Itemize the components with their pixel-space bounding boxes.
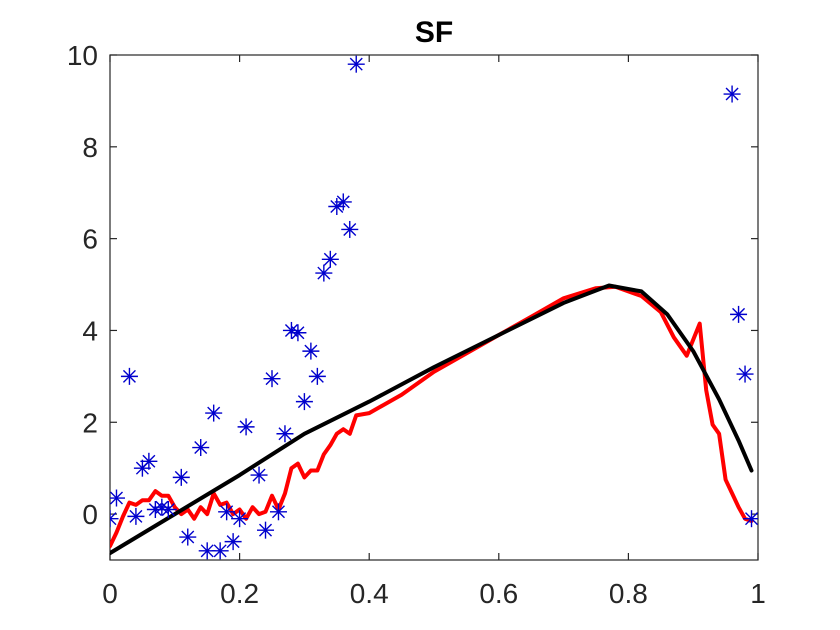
scatter-point: [276, 425, 294, 443]
scatter-point: [723, 85, 741, 103]
scatter-point: [302, 342, 320, 360]
axes-box: [109, 54, 759, 561]
x-tick-label: 0.8: [609, 578, 648, 609]
chart-title: SF: [415, 16, 453, 49]
series-line-black: [110, 283, 754, 556]
scatter-point: [289, 324, 307, 342]
asterisk-stroke: [738, 367, 752, 381]
scatter-point: [120, 367, 138, 385]
scatter-point: [192, 439, 210, 457]
asterisk-stroke: [343, 222, 357, 236]
scatter-point: [110, 489, 125, 507]
scatter-point: [211, 542, 229, 560]
x-tick-label: 0.4: [350, 578, 389, 609]
y-tick-label: 10: [67, 40, 98, 71]
asterisk-stroke: [129, 509, 143, 523]
scatter-point: [224, 533, 242, 551]
asterisk-stroke: [161, 502, 175, 517]
scatter-point: [347, 55, 365, 73]
asterisk-stroke: [259, 523, 273, 537]
scatter-point: [295, 393, 313, 411]
asterisk-stroke: [155, 500, 169, 514]
scatter-point: [269, 503, 287, 521]
asterisk-stroke: [110, 491, 123, 505]
scatter-point: [159, 501, 177, 518]
scatter-point: [237, 418, 255, 436]
x-tick-label: 1: [750, 578, 766, 609]
series-line-red: [110, 284, 754, 549]
scatter-point: [172, 468, 190, 486]
y-tick-label: 4: [82, 315, 98, 346]
asterisk-stroke: [310, 369, 324, 383]
x-tick-label: 0.2: [220, 578, 259, 609]
scatter-point: [315, 264, 333, 282]
asterisk-stroke: [220, 505, 234, 519]
asterisk-stroke: [317, 266, 331, 280]
asterisk-stroke: [304, 344, 318, 358]
scatter-point: [198, 542, 216, 560]
asterisk-stroke: [213, 544, 227, 558]
y-tick-label: 6: [82, 224, 98, 255]
y-tick-label: 0: [82, 499, 98, 530]
asterisk-stroke: [110, 512, 117, 520]
asterisk-stroke: [323, 252, 337, 266]
scatter-point: [127, 507, 145, 525]
x-tick-label: 0: [102, 578, 118, 609]
data-layer: [110, 55, 758, 560]
scatter-point: [179, 528, 197, 546]
scatter-point: [341, 220, 359, 238]
scatter-point: [736, 365, 754, 383]
asterisk-stroke: [194, 441, 208, 455]
scatter-point: [250, 466, 268, 484]
scatter-point: [218, 503, 236, 521]
asterisk-stroke: [239, 420, 253, 434]
asterisk-stroke: [336, 195, 350, 209]
scatter-point: [257, 521, 275, 539]
asterisk-stroke: [207, 406, 221, 420]
asterisk-stroke: [725, 87, 739, 101]
y-tick-label: 8: [82, 132, 98, 163]
asterisk-stroke: [284, 323, 298, 337]
scatter-point: [334, 193, 352, 211]
scatter-point: [743, 510, 758, 528]
asterisk-stroke: [233, 512, 247, 526]
scatter-point: [321, 250, 339, 268]
asterisk-stroke: [174, 470, 188, 484]
scatter-point: [231, 510, 249, 528]
asterisk-stroke: [200, 544, 214, 558]
scatter-point: [110, 510, 119, 528]
asterisk-stroke: [745, 512, 758, 526]
asterisk-stroke: [110, 517, 117, 526]
asterisk-stroke: [122, 369, 136, 383]
y-tick-label: 2: [82, 407, 98, 438]
asterisk-stroke: [181, 530, 195, 544]
scatter-point: [205, 404, 223, 422]
asterisk-stroke: [226, 535, 240, 549]
asterisk-stroke: [252, 468, 266, 482]
asterisk-stroke: [349, 57, 363, 71]
scatter-point: [730, 305, 748, 323]
asterisk-stroke: [278, 427, 292, 441]
asterisk-stroke: [732, 307, 746, 321]
asterisk-stroke: [291, 326, 305, 340]
asterisk-stroke: [142, 454, 156, 468]
x-tick-label: 0.6: [479, 578, 518, 609]
scatter-point: [308, 367, 326, 385]
asterisk-stroke: [297, 395, 311, 409]
scatter-point: [263, 370, 281, 388]
asterisk-stroke: [265, 372, 279, 386]
scatter-point: [140, 452, 158, 470]
asterisk-stroke: [271, 505, 285, 519]
